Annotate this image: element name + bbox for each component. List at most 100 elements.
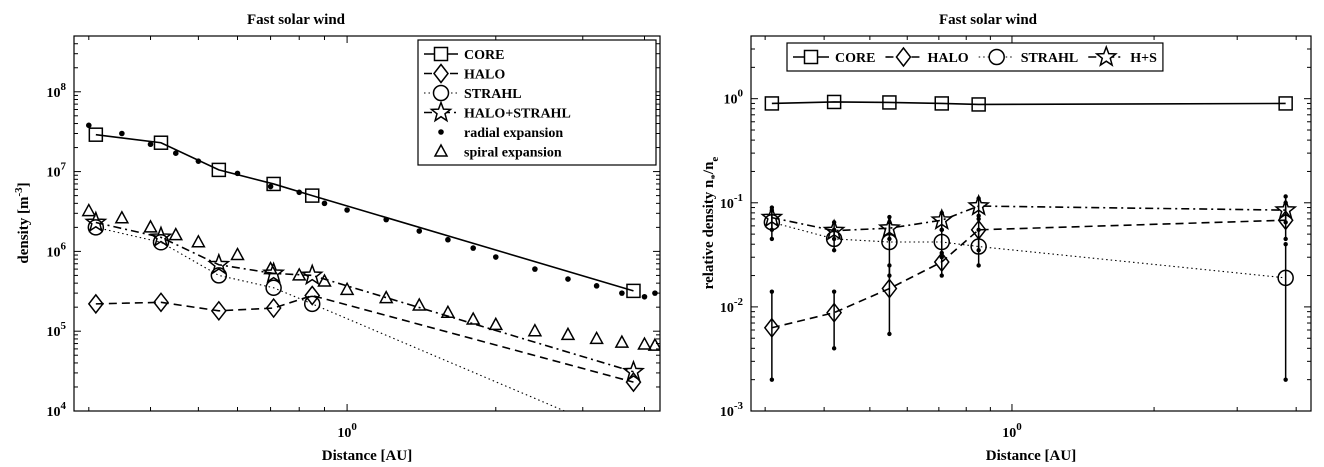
data-point-spiral-expansion [378,290,394,304]
relative-density-chart: Fast solar wind 10-3 10-2 10-1 100 100 Dista… [701,12,1312,464]
legend-marker-h-s [1094,44,1118,67]
legend-marker-strahl [432,84,450,102]
series-radial-expansion [86,122,658,300]
data-point-halo [210,300,227,322]
y-tick-label: 100 [724,88,744,108]
data-point-strahl [265,279,282,297]
legend-label: CORE [464,48,504,63]
data-point-spiral-expansion [263,261,278,275]
legend-entry-core: CORE [793,49,875,66]
data-point-radial-expansion [470,245,476,251]
legend-entry-radial-expansion: radial expansion [438,126,563,141]
relative-density-chart-title: Fast solar wind [939,12,1038,28]
legend-entry-spiral-expansion: spiral expansion [433,143,562,161]
y-tick-label: 10-3 [720,400,744,420]
data-point-h-s [930,208,954,231]
data-point-spiral-expansion [114,210,130,224]
data-point-spiral-expansion [527,323,543,337]
error-bar-cap [831,248,837,253]
data-point-spiral-expansion [560,326,576,341]
y-tick-label: 104 [47,400,67,420]
data-point-radial-expansion [445,236,451,243]
data-point-strahl [152,234,170,251]
data-point-core [826,94,842,110]
data-point-radial-expansion [532,266,538,272]
series-line-halo-strahl [95,221,634,373]
legend: CORE HALO STRAHL HALO+STRAHL radial expansio… [417,39,657,166]
data-point-spiral-expansion [440,304,456,319]
data-point-halo-strahl [300,263,324,286]
data-point-h-s [1274,197,1298,220]
data-point-spiral-expansion [143,219,158,233]
series-core [88,127,641,299]
data-point-spiral-expansion [81,203,97,217]
legend-box [417,39,657,166]
y-tick-label: 107 [47,161,67,181]
data-point-halo [933,251,950,273]
error-bar-cap [1283,377,1288,382]
data-point-strahl [87,219,105,236]
series-halo-strahl [84,210,646,382]
error-bar-cap [769,227,775,233]
series-strahl [87,219,586,411]
data-point-h-s [760,205,784,228]
data-point-spiral-expansion [412,297,427,311]
data-point-strahl [579,410,586,411]
data-point-radial-expansion [565,276,571,282]
error-bar-cap [939,273,944,278]
data-point-radial-expansion [321,200,328,207]
data-point-radial-expansion [641,293,648,300]
series-line-core [95,133,634,292]
data-point-core [971,97,986,112]
series-strahl [763,207,1294,382]
error-bar-cap [976,227,981,233]
data-point-radial-expansion [234,170,241,177]
error-bar-cap [939,255,944,260]
y-tick-label: 10-1 [720,192,743,212]
error-bar-cap [831,346,837,351]
data-point-core [934,96,950,111]
data-point-halo-strahl [621,359,646,382]
data-point-h-s [877,216,901,239]
legend-entry-halo: HALO [885,46,969,68]
error-bar-cap [939,227,944,233]
data-point-strahl [933,233,951,251]
legend-marker-spiral-expansion [433,143,449,157]
legend-marker-strahl [988,48,1005,66]
legend-entry-halo: HALO [424,63,505,84]
data-point-radial-expansion [267,183,274,190]
error-bar-cap [831,236,837,242]
y-tick-label: 108 [47,81,67,101]
data-point-halo [153,292,169,313]
error-bar-cap [887,236,892,242]
data-point-spiral-expansion [488,316,504,331]
data-point-radial-expansion [619,290,625,296]
error-bar-cap [976,263,981,268]
data-point-core [153,135,169,150]
error-bar-cap [887,273,892,278]
data-point-halo [881,278,898,299]
series-h-s [760,193,1298,242]
data-point-spiral-expansion [614,334,630,348]
error-bar-cap [769,377,775,382]
data-point-radial-expansion [416,228,423,234]
series-line-h-s [771,205,1286,232]
legend-marker-halo [895,46,912,68]
data-point-spiral-expansion [317,273,332,287]
data-point-strahl [303,295,321,313]
error-bar-cap [887,331,892,337]
data-point-radial-expansion [383,216,389,223]
legend-marker-core [803,49,819,65]
data-point-core [1278,96,1293,111]
density-chart-x-label: Distance [AU] [322,448,412,464]
legend-label: radial expansion [464,126,563,141]
legend-label: HALO+STRAHL [464,107,571,122]
legend-marker-core [433,46,449,62]
series-line-halo [95,294,634,383]
y-tick-label: 105 [47,320,67,340]
data-point-radial-expansion [86,122,92,129]
data-point-h-s [967,193,991,216]
relative-density-chart-x-label: Distance [AU] [986,448,1076,464]
legend-label: H+S [1130,51,1157,66]
